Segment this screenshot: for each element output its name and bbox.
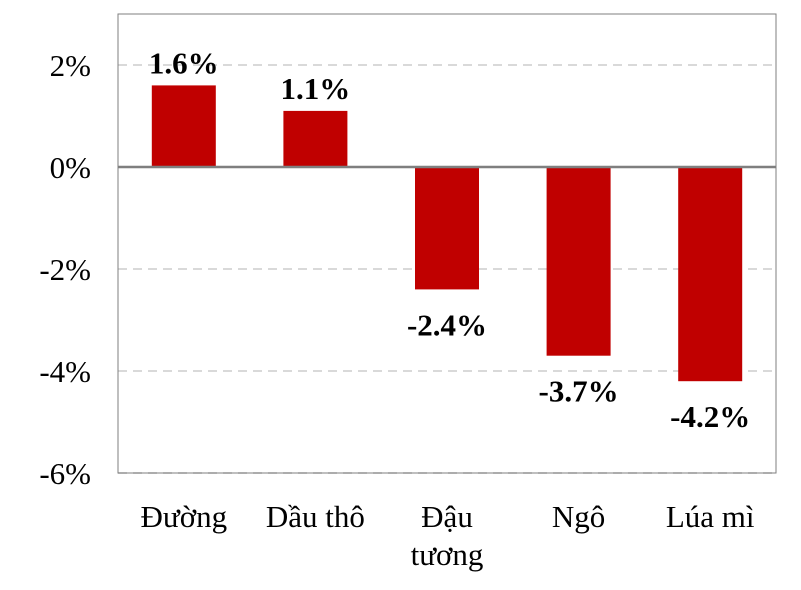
axes [117,13,777,474]
x-tick-label: Ngô [552,499,605,534]
bar [415,167,479,290]
plot-frame [117,13,777,474]
x-tick-label: Đậu [421,499,473,534]
y-tick-label: 0% [50,150,91,185]
labels: 2% 0% -2% -4% -6% 1.6% Đường 1.1% Dầu thô -2.4% Đậ… [39,45,755,572]
x-tick-label: Lúa mì [666,499,755,534]
bar [678,167,743,382]
bar [283,110,348,167]
y-tick-label: -4% [39,354,91,389]
bars [151,85,743,382]
data-label: -4.2% [670,399,750,434]
data-label: 1.1% [281,71,351,106]
bar [546,167,611,356]
y-tick-label: -6% [39,456,91,491]
data-label: -3.7% [539,374,619,409]
y-tick-label: 2% [50,48,91,83]
x-tick-label: Dầu thô [266,499,365,534]
data-label: 1.6% [149,45,219,80]
bar [151,85,216,167]
x-tick-label: Đường [141,499,228,534]
data-label: -2.4% [407,307,487,342]
x-tick-label: tương [411,537,484,572]
y-tick-label: -2% [39,252,91,287]
